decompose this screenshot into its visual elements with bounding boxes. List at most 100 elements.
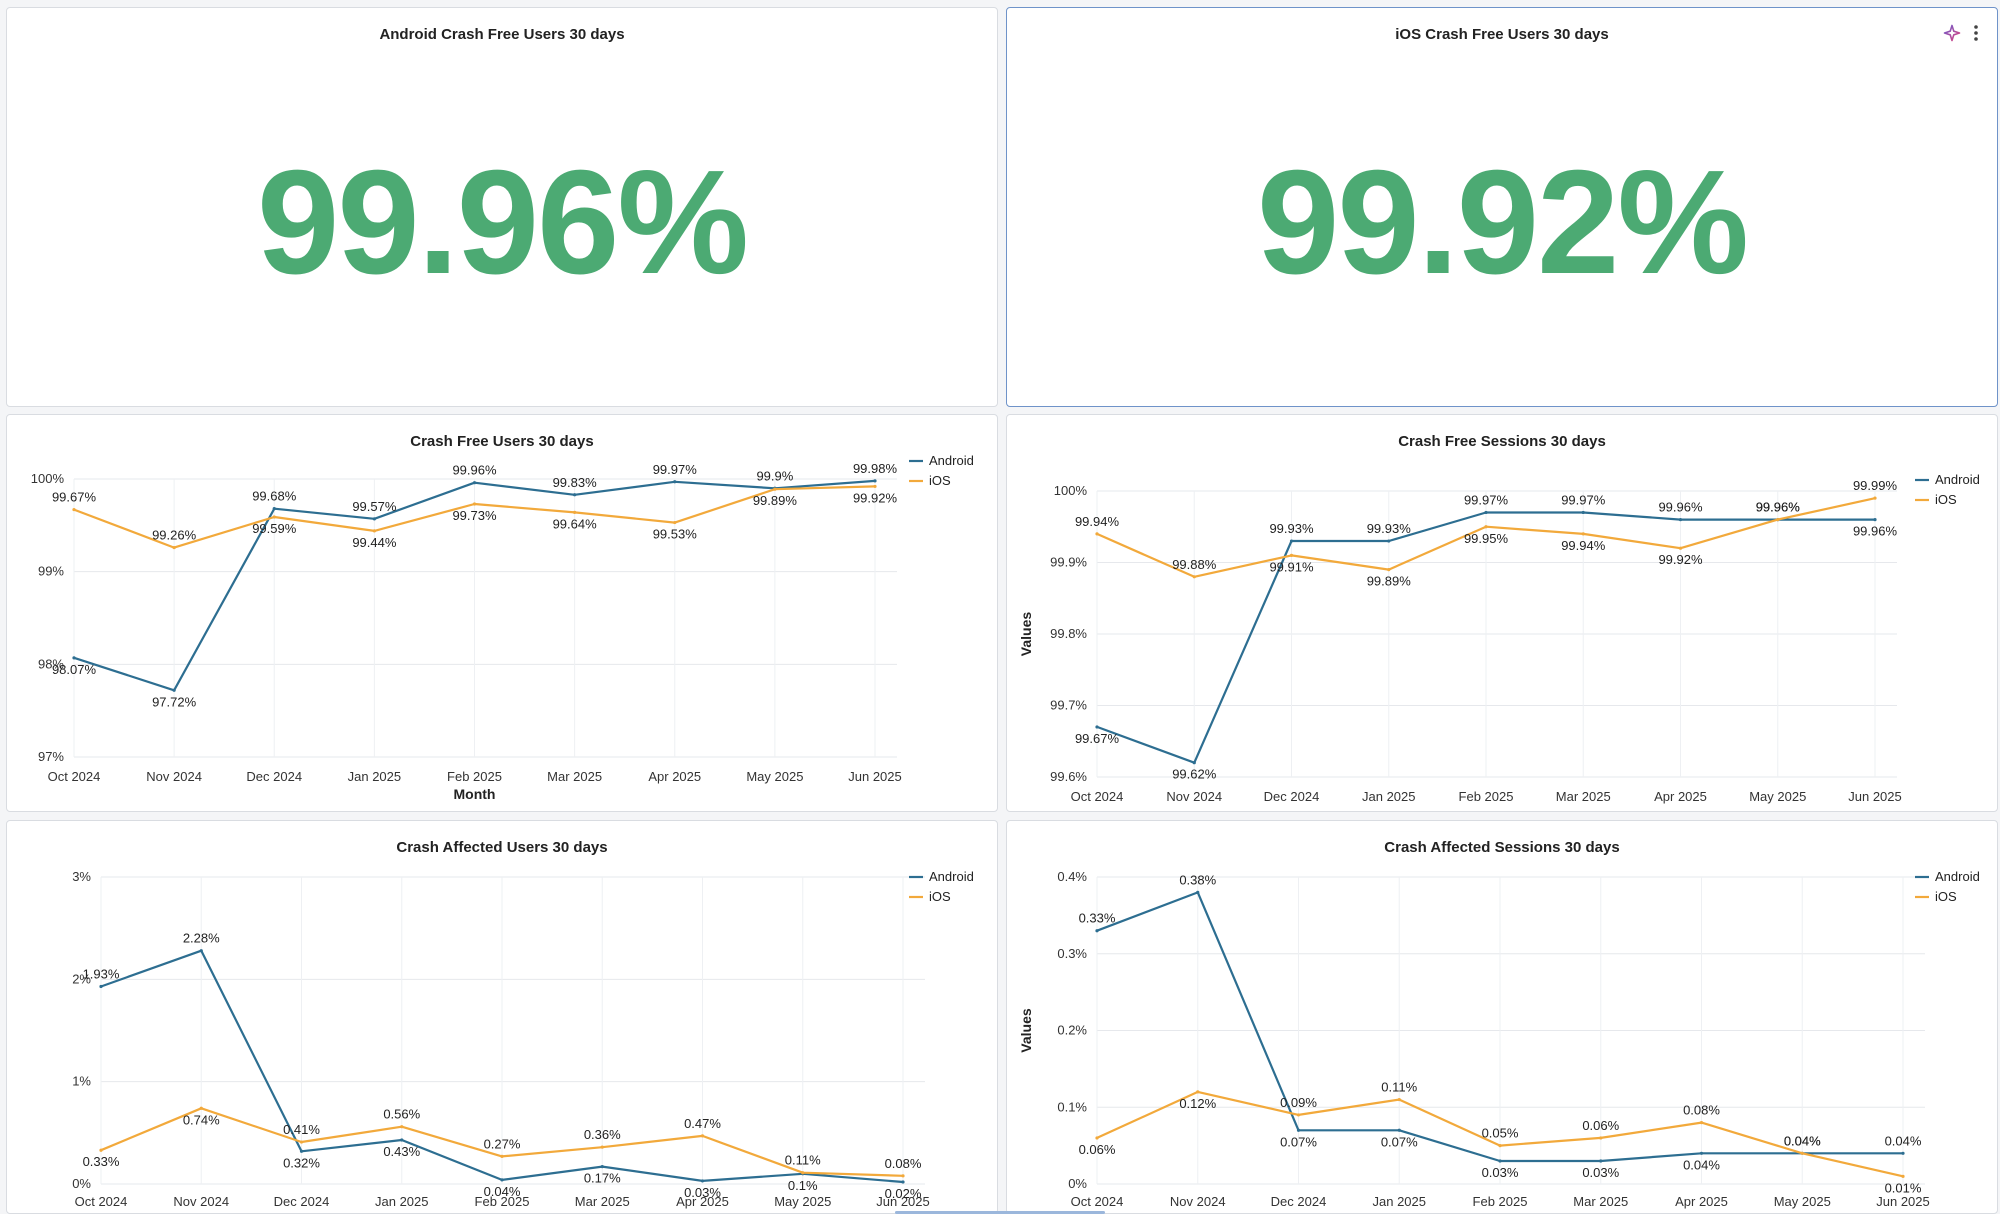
- data-point[interactable]: [1581, 510, 1585, 515]
- data-point[interactable]: [72, 507, 76, 512]
- data-point[interactable]: [1678, 546, 1683, 550]
- data-point[interactable]: [1581, 532, 1585, 536]
- line-chart-crash-affected-users: 0% 1% 2% 3% Oct 2024 Nov 2024 Dec 2024 Jan 2025…: [72, 869, 974, 1209]
- data-point[interactable]: [1196, 1090, 1200, 1094]
- data-point[interactable]: [299, 1140, 304, 1144]
- chart-panel-crash-free-sessions[interactable]: Crash Free Sessions 30 days 99.6% 99.7% 99…: [1006, 414, 1998, 812]
- data-point[interactable]: [1192, 575, 1196, 579]
- data-point[interactable]: [1095, 725, 1099, 729]
- data-point[interactable]: [172, 688, 176, 692]
- chart-panel-crash-affected-sessions[interactable]: Crash Affected Sessions 30 days 0% 0.1% 0.…: [1006, 820, 1998, 1214]
- legend-label: Android: [1935, 869, 1980, 884]
- line-chart-crash-free-sessions: 99.6% 99.7% 99.8% 99.9% 100% Oct 2024 Nov 2024…: [1018, 472, 1980, 804]
- data-point[interactable]: [472, 481, 477, 485]
- data-point[interactable]: [1873, 518, 1877, 522]
- data-point[interactable]: [1699, 1151, 1704, 1155]
- data-point[interactable]: [1901, 1151, 1905, 1155]
- data-point[interactable]: [1800, 1151, 1804, 1155]
- data-point[interactable]: [1498, 1144, 1502, 1148]
- legend[interactable]: Android iOS: [909, 869, 974, 904]
- data-point[interactable]: [1192, 761, 1196, 765]
- y-tick-label: 99.9%: [1050, 555, 1087, 570]
- data-point[interactable]: [372, 517, 376, 521]
- kpi-panel-ios[interactable]: iOS Crash Free Users 30 days 99.92%: [1006, 7, 1998, 407]
- legend[interactable]: Android iOS: [1915, 869, 1980, 904]
- data-point[interactable]: [673, 480, 677, 484]
- chart-panel-crash-affected-users[interactable]: Crash Affected Users 30 days 0% 1% 2% 3% Oct…: [6, 820, 998, 1214]
- data-point[interactable]: [1289, 553, 1294, 557]
- data-label: 99.97%: [653, 462, 698, 477]
- data-label: 0.56%: [383, 1107, 420, 1122]
- data-point[interactable]: [901, 1180, 905, 1184]
- grid: [1096, 876, 1925, 1185]
- data-point[interactable]: [873, 484, 877, 489]
- data-point[interactable]: [1296, 1113, 1301, 1117]
- data-label: 99.96%: [1658, 500, 1703, 515]
- data-point[interactable]: [500, 1154, 504, 1158]
- data-point[interactable]: [472, 502, 477, 506]
- data-point[interactable]: [1397, 1128, 1401, 1132]
- data-point[interactable]: [372, 529, 376, 533]
- grid: [1096, 490, 1897, 778]
- data-point[interactable]: [1599, 1136, 1603, 1140]
- data-point[interactable]: [199, 1106, 203, 1110]
- x-tick-label: May 2025: [1749, 789, 1806, 804]
- x-tick-label: Apr 2025: [1675, 1194, 1728, 1209]
- data-point[interactable]: [901, 1174, 905, 1178]
- data-point[interactable]: [99, 1148, 103, 1152]
- x-tick-label: Apr 2025: [648, 769, 701, 784]
- data-point[interactable]: [272, 515, 276, 519]
- y-tick-label: 0.2%: [1057, 1023, 1087, 1038]
- data-point[interactable]: [1289, 539, 1294, 543]
- legend[interactable]: Android iOS: [909, 453, 974, 488]
- data-label: 99.89%: [753, 493, 798, 508]
- data-point[interactable]: [573, 493, 577, 497]
- data-point[interactable]: [1901, 1174, 1905, 1178]
- scroll-indicator[interactable]: [895, 1211, 1105, 1214]
- data-point[interactable]: [600, 1165, 604, 1169]
- data-point[interactable]: [1484, 525, 1488, 529]
- data-point[interactable]: [400, 1125, 404, 1129]
- sparkle-icon[interactable]: [1943, 24, 1961, 42]
- data-point[interactable]: [873, 479, 877, 483]
- data-point[interactable]: [573, 510, 577, 514]
- x-tick-label: May 2025: [774, 1194, 831, 1209]
- kpi-panel-android[interactable]: Android Crash Free Users 30 days 99.96%: [6, 7, 998, 407]
- data-point[interactable]: [199, 949, 203, 953]
- data-point[interactable]: [1296, 1128, 1301, 1132]
- data-point[interactable]: [1873, 496, 1877, 500]
- data-point[interactable]: [1484, 510, 1488, 515]
- data-point[interactable]: [1095, 929, 1099, 933]
- data-point[interactable]: [299, 1149, 304, 1153]
- data-point[interactable]: [1095, 532, 1099, 536]
- data-label: 99.92%: [853, 490, 898, 505]
- data-point[interactable]: [700, 1179, 705, 1183]
- data-point[interactable]: [1196, 890, 1200, 894]
- x-tick-label: Jun 2025: [1876, 1194, 1930, 1209]
- x-tick-label: Jan 2025: [1362, 789, 1416, 804]
- chart-panel-crash-free-users[interactable]: Crash Free Users 30 days 97% 98% 99% 100% Oc…: [6, 414, 998, 812]
- data-point[interactable]: [99, 984, 103, 989]
- data-point[interactable]: [1599, 1159, 1603, 1163]
- data-point[interactable]: [1498, 1159, 1502, 1163]
- data-point[interactable]: [1387, 568, 1391, 572]
- data-point[interactable]: [700, 1134, 705, 1138]
- kebab-menu-icon[interactable]: [1973, 24, 1979, 42]
- data-point[interactable]: [1678, 518, 1683, 522]
- data-point[interactable]: [272, 507, 276, 511]
- data-point[interactable]: [400, 1138, 404, 1142]
- data-point[interactable]: [172, 545, 176, 550]
- data-point[interactable]: [1699, 1121, 1704, 1125]
- legend[interactable]: Android iOS: [1915, 472, 1980, 507]
- data-point[interactable]: [1776, 518, 1780, 522]
- data-point[interactable]: [1095, 1136, 1099, 1140]
- data-point[interactable]: [1397, 1097, 1401, 1102]
- data-point[interactable]: [1387, 539, 1391, 543]
- data-point[interactable]: [600, 1145, 604, 1149]
- data-point[interactable]: [801, 1171, 805, 1175]
- data-point[interactable]: [72, 656, 76, 660]
- data-point[interactable]: [500, 1178, 504, 1182]
- y-tick-label: 0%: [1068, 1176, 1087, 1191]
- data-point[interactable]: [773, 487, 777, 491]
- data-point[interactable]: [673, 520, 677, 525]
